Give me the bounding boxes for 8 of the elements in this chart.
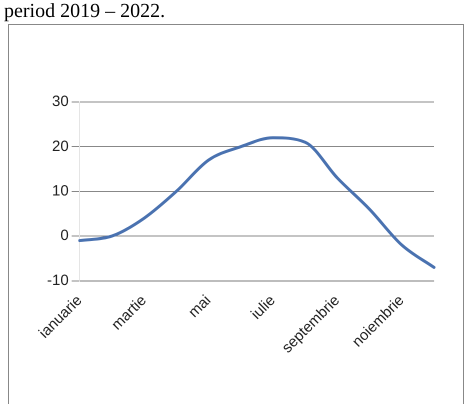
y-tick-label: 20	[52, 138, 69, 155]
x-tick-label: iulie	[248, 292, 279, 323]
x-tick-label: mai	[185, 292, 214, 322]
y-tick-label: 0	[60, 227, 69, 244]
y-tick-label: 10	[52, 182, 69, 200]
y-tick-label: -10	[46, 272, 69, 289]
y-tick-label: 30	[52, 93, 69, 110]
chart-title: period 2019 – 2022.	[4, 0, 166, 22]
